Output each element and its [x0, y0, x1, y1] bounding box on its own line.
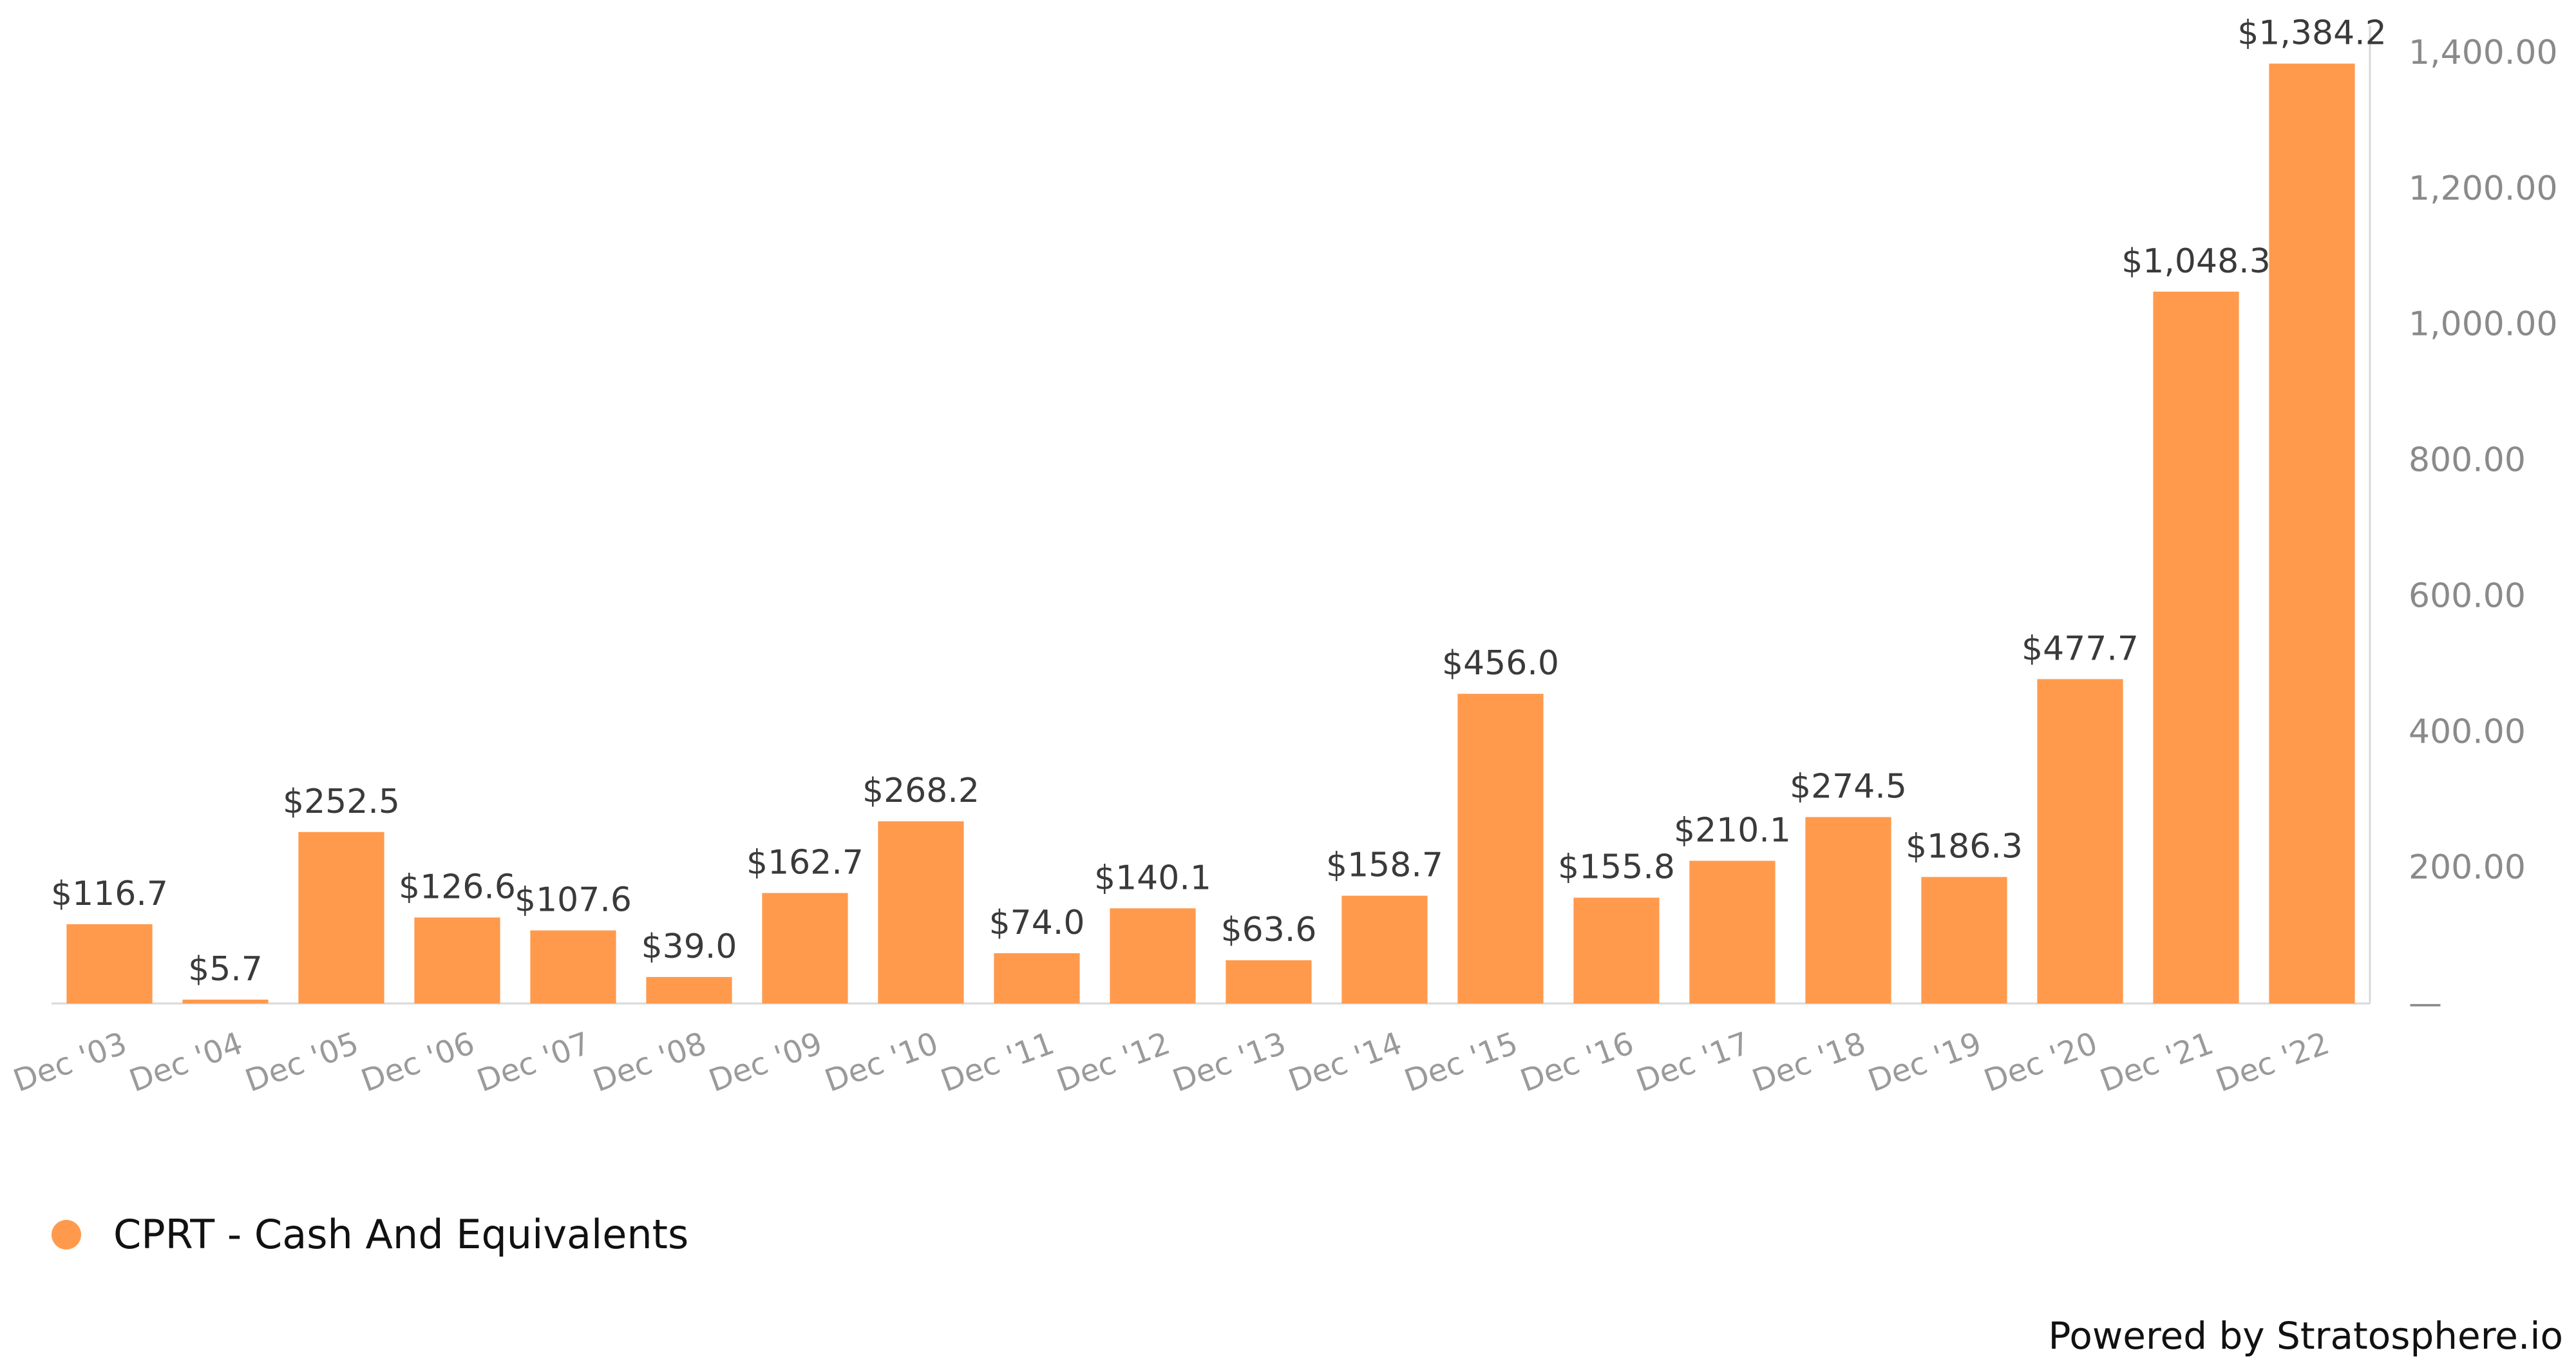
data-label-13: $155.8 [1558, 848, 1675, 887]
data-label-19: $1,384.2 [2237, 14, 2387, 53]
data-label-3: $126.6 [399, 868, 516, 907]
x-tick-label-16: Dec '19 [1864, 1025, 1987, 1099]
data-label-8: $74.0 [989, 904, 1085, 942]
data-label-17: $477.7 [2022, 629, 2139, 668]
x-tick-label-15: Dec '18 [1748, 1025, 1871, 1099]
data-label-10: $63.6 [1221, 911, 1317, 949]
bar-2 [298, 832, 384, 1003]
data-label-14: $210.1 [1674, 812, 1791, 850]
x-tick-label-6: Dec '09 [705, 1025, 828, 1099]
bar-5 [646, 976, 732, 1003]
x-tick-label-0: Dec '03 [9, 1025, 132, 1099]
x-tick-label-12: Dec '15 [1400, 1025, 1523, 1099]
x-tick-label-3: Dec '06 [357, 1025, 480, 1099]
bar-18 [2153, 291, 2239, 1003]
data-label-12: $456.0 [1442, 644, 1559, 683]
legend-marker-icon [52, 1219, 81, 1250]
data-label-4: $107.6 [515, 881, 632, 920]
y-tick-label-5: 1,000.00 [2409, 305, 2558, 344]
x-tick-label-14: Dec '17 [1632, 1025, 1755, 1099]
bar-19 [2269, 63, 2355, 1004]
data-label-16: $186.3 [1906, 828, 2023, 866]
data-label-5: $39.0 [641, 927, 737, 966]
data-label-1: $5.7 [188, 950, 263, 989]
bar-11 [1341, 895, 1428, 1003]
data-label-9: $140.1 [1094, 859, 1211, 897]
data-label-11: $158.7 [1326, 846, 1443, 885]
bar-12 [1457, 694, 1544, 1003]
y-tick-label-6: 1,200.00 [2409, 169, 2558, 208]
data-label-15: $274.5 [1790, 768, 1907, 806]
bar-15 [1805, 817, 1891, 1003]
x-tick-label-9: Dec '12 [1052, 1025, 1175, 1099]
y-tick-label-3: 600.00 [2409, 576, 2526, 615]
bar-6 [762, 893, 848, 1003]
data-label-18: $1,048.3 [2121, 242, 2271, 281]
y-tick-label-0: — [2409, 984, 2442, 1023]
legend-label: CPRT - Cash And Equivalents [113, 1211, 689, 1258]
data-label-0: $116.7 [51, 875, 168, 913]
x-tick-label-5: Dec '08 [589, 1025, 712, 1099]
x-tick-label-19: Dec '22 [2211, 1025, 2334, 1099]
y-ticks-group: — 200.00 400.00 600.00 800.00 1,000.00 1,200.0… [2409, 33, 2558, 1023]
x-tick-label-18: Dec '21 [2096, 1025, 2219, 1099]
x-tick-label-8: Dec '11 [936, 1025, 1059, 1099]
data-labels-group: $116.7 $5.7 $252.5 $126.6$107.6$39.0 $162.7 $… [51, 14, 2387, 989]
bar-4 [530, 930, 616, 1003]
x-tick-label-1: Dec '04 [125, 1025, 248, 1099]
bars-group [66, 63, 2355, 1004]
bar-1 [182, 1000, 269, 1003]
bar-16 [1921, 877, 2007, 1003]
bar-9 [1110, 908, 1196, 1003]
x-tick-label-10: Dec '13 [1168, 1025, 1291, 1099]
bar-0 [66, 924, 153, 1003]
bar-3 [414, 917, 500, 1003]
x-tick-label-7: Dec '10 [820, 1025, 943, 1099]
bar-13 [1573, 897, 1660, 1003]
data-label-6: $162.7 [746, 844, 864, 882]
bar-14 [1689, 860, 1776, 1003]
y-tick-label-2: 400.00 [2409, 712, 2526, 751]
x-tick-label-17: Dec '20 [1980, 1025, 2103, 1099]
data-label-2: $252.5 [283, 783, 400, 821]
bar-8 [994, 953, 1080, 1003]
x-tick-label-4: Dec '07 [473, 1025, 596, 1099]
y-tick-label-1: 200.00 [2409, 848, 2526, 887]
legend: CPRT - Cash And Equivalents [52, 1211, 688, 1258]
x-tick-label-13: Dec '16 [1516, 1025, 1639, 1099]
x-tick-label-2: Dec '05 [241, 1025, 364, 1099]
bar-10 [1226, 960, 1312, 1003]
bar-17 [2037, 679, 2123, 1003]
y-tick-label-7: 1,400.00 [2409, 33, 2558, 72]
bar-7 [878, 821, 964, 1003]
x-tick-label-11: Dec '14 [1284, 1025, 1407, 1099]
powered-by-text: Powered by Stratosphere.io [2048, 1314, 2563, 1358]
y-tick-label-4: 800.00 [2409, 441, 2526, 480]
data-label-7: $268.2 [862, 772, 980, 810]
